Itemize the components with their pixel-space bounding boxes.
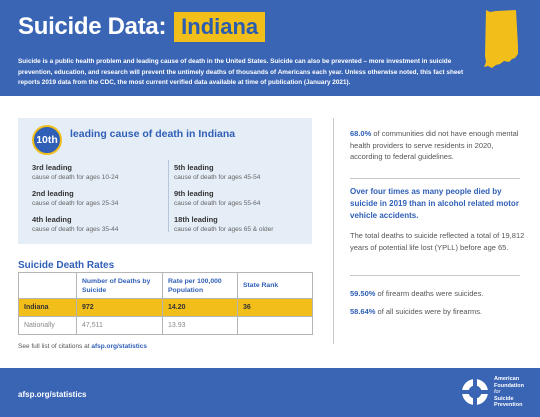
- footer-banner: afsp.org/statistics American Foundation …: [0, 368, 540, 417]
- divider: [350, 178, 520, 179]
- citation-prefix: See full list of citations at: [18, 343, 92, 350]
- stat-text: of all suicides were by firearms.: [375, 307, 483, 316]
- rates-table: Number of Deaths by Suicide Rate per 100…: [18, 272, 313, 335]
- table-header-row: Number of Deaths by Suicide Rate per 100…: [18, 272, 313, 299]
- stat-value: 58.64%: [350, 307, 376, 316]
- header-banner: Suicide Data: Indiana Suicide is a publi…: [0, 0, 540, 96]
- logo-text: American Foundation for Suicide Preventi…: [494, 376, 524, 409]
- column-header: Rate per 100,000 Population: [162, 272, 238, 299]
- column-header: Number of Deaths by Suicide: [76, 272, 163, 299]
- table-cell: Indiana: [18, 298, 77, 317]
- divider: [350, 275, 520, 276]
- rank-item: 9th leading cause of death for ages 55-6…: [174, 188, 260, 208]
- logo-line: Prevention: [494, 402, 523, 408]
- rates-title: Suicide Death Rates: [18, 260, 115, 271]
- rank-item: 3rd leading cause of death for ages 10-2…: [32, 162, 118, 182]
- rank-heading: leading cause of death in Indiana: [70, 128, 236, 140]
- table-cell: 13.93: [162, 316, 238, 335]
- afsp-logo: American Foundation for Suicide Preventi…: [460, 376, 524, 409]
- rank-item: 5th leading cause of death for ages 45-5…: [174, 162, 260, 182]
- column-header: [18, 272, 77, 299]
- title-main: Suicide Data:: [18, 13, 167, 40]
- rank-item: 4th leading cause of death for ages 35-4…: [32, 214, 118, 234]
- column-divider: [333, 118, 334, 344]
- logo-line: American: [494, 376, 520, 382]
- rank-divider: [168, 160, 169, 232]
- table-cell: [237, 316, 313, 335]
- rank-item: 18th leading cause of death for ages 65 …: [174, 214, 273, 234]
- table-cell: 972: [76, 298, 163, 317]
- column-header: State Rank: [237, 272, 313, 299]
- stat-firearm-suicides: 58.64% of all suicides were by firearms.: [350, 306, 525, 318]
- rank-item-sub: cause of death for ages 35-44: [32, 226, 119, 233]
- rank-item: 2nd leading cause of death for ages 25-3…: [32, 188, 118, 208]
- table-row: Indiana 972 14.20 36: [18, 298, 313, 317]
- footer-link[interactable]: afsp.org/statistics: [18, 390, 87, 399]
- table-cell: 14.20: [162, 298, 238, 317]
- stat-motor-vehicle: Over four times as many people died by s…: [350, 187, 519, 220]
- rank-item-sub: cause of death for ages 10-24: [32, 174, 119, 181]
- table-cell: Nationally: [18, 316, 77, 335]
- ranking-panel: 10th leading cause of death in Indiana 3…: [18, 118, 312, 244]
- rank-item-sub: cause of death for ages 55-64: [174, 200, 261, 207]
- intro-text: Suicide is a public health problem and l…: [18, 58, 464, 86]
- rank-item-label: 18th leading: [174, 215, 218, 224]
- stat-providers: 68.0% of communities did not have enough…: [350, 128, 525, 163]
- logo-line: for: [494, 389, 501, 395]
- stat-value: 59.50%: [350, 289, 376, 298]
- rank-item-label: 5th leading: [174, 163, 214, 172]
- stat-firearm-deaths: 59.50% of firearm deaths were suicides.: [350, 288, 525, 300]
- rank-item-label: 4th leading: [32, 215, 72, 224]
- indiana-map-icon: [484, 10, 518, 68]
- citation-link[interactable]: afsp.org/statistics: [91, 343, 147, 350]
- stat-text: of firearm deaths were suicides.: [375, 289, 484, 298]
- life-ring-icon: [462, 379, 488, 406]
- citation: See full list of citations at afsp.org/s…: [18, 343, 147, 350]
- rank-item-label: 9th leading: [174, 189, 214, 198]
- rank-item-sub: cause of death for ages 45-54: [174, 174, 261, 181]
- rank-item-sub: cause of death for ages 25-34: [32, 200, 119, 207]
- title-state: Indiana: [174, 12, 266, 42]
- stat-value: 68.0%: [350, 129, 372, 138]
- table-cell: 47,511: [76, 316, 163, 335]
- stat-ypll: The total deaths to suicide reflected a …: [350, 231, 525, 252]
- stat-text: of communities did not have enough menta…: [350, 129, 519, 161]
- rank-item-label: 2nd leading: [32, 189, 74, 198]
- page-title: Suicide Data: Indiana: [18, 12, 266, 42]
- table-cell: 36: [237, 298, 313, 317]
- logo-line: Foundation: [494, 382, 524, 389]
- logo-line: Suicide: [494, 395, 514, 402]
- table-row: Nationally 47,511 13.93: [18, 316, 313, 335]
- rank-badge: 10th: [32, 125, 62, 155]
- rank-item-sub: cause of death for ages 65 & older: [174, 226, 274, 233]
- rank-item-label: 3rd leading: [32, 163, 73, 172]
